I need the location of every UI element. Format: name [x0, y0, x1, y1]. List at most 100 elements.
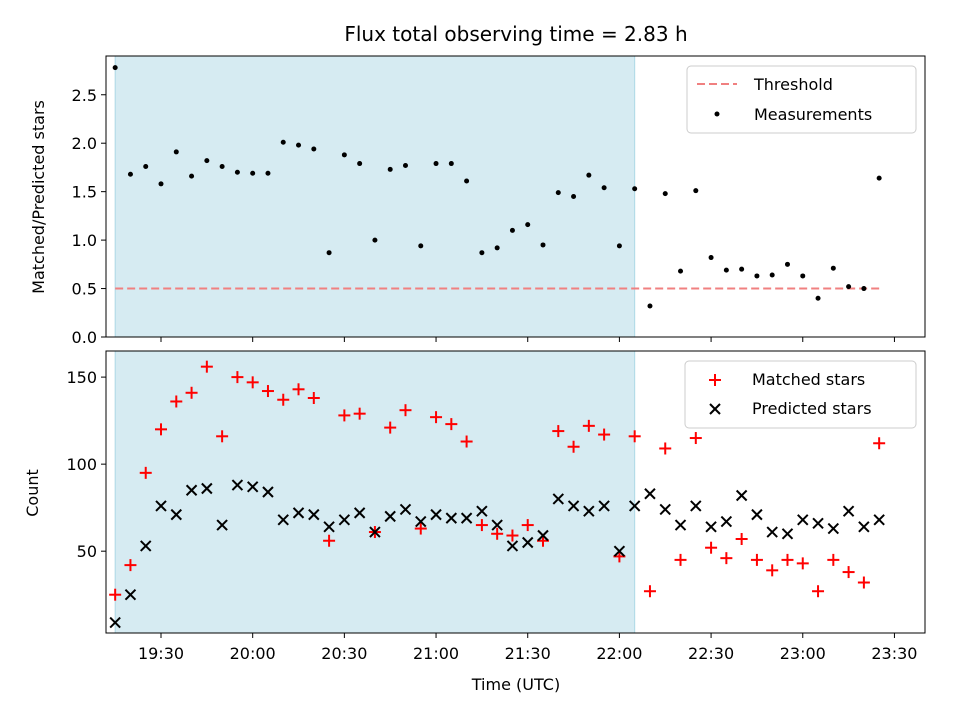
legend-threshold-label: Threshold: [753, 75, 833, 94]
predicted-star-point: [873, 514, 885, 526]
x-tick-label: 23:00: [780, 644, 826, 663]
measurement-points: [112, 65, 882, 309]
measurement-point: [387, 166, 393, 172]
measurement-point: [265, 170, 271, 176]
measurement-point: [143, 163, 149, 169]
predicted-star-point: [216, 519, 228, 531]
matched-star-point: [216, 430, 229, 443]
predicted-star-point: [522, 536, 534, 549]
matched-star-point: [307, 392, 320, 404]
predicted-star-point: [124, 588, 137, 601]
measurement-point: [479, 250, 485, 256]
matched-star-point: [200, 360, 213, 373]
measurement-point: [357, 161, 363, 167]
predicted-star-point: [751, 508, 763, 521]
measurement-point: [418, 243, 424, 249]
predicted-star-point: [720, 515, 733, 528]
predicted-star-point: [613, 545, 626, 557]
predicted-star-point: [109, 616, 121, 629]
matched-star-point: [827, 553, 840, 566]
bottom-panel-ticks: 50 100 150 19:30 20:00 20:30 21:00 21:30 22:00 22…: [66, 368, 917, 663]
measurement-point: [723, 267, 729, 273]
x-tick-label: 23:30: [871, 644, 917, 663]
measurement-point: [754, 273, 760, 279]
predicted-star-point: [690, 500, 702, 512]
x-tick-label: 21:00: [413, 644, 459, 663]
measurement-point: [402, 162, 408, 168]
matched-star-point: [124, 559, 137, 572]
matched-star-point: [628, 430, 641, 443]
measurement-point: [525, 222, 531, 228]
predicted-star-point: [644, 488, 656, 500]
predicted-star-point: [567, 500, 580, 512]
measurement-point: [662, 191, 668, 197]
predicted-star-point: [384, 510, 396, 523]
bottom-axes-frame: [105, 350, 926, 634]
predicted-star-point: [277, 514, 289, 526]
measurement-point: [494, 245, 500, 251]
matched-star-point: [643, 585, 656, 598]
measurement-point: [173, 149, 179, 155]
measurement-point: [189, 173, 195, 179]
matched-star-point: [475, 519, 488, 532]
predicted-star-point: [842, 505, 855, 517]
matched-star-point: [689, 432, 702, 445]
predicted-star-point: [552, 493, 564, 505]
measurement-point: [571, 194, 577, 199]
measurement-point: [234, 169, 240, 175]
matched-star-point: [170, 395, 183, 408]
predicted-star-point: [628, 500, 641, 512]
measurement-point: [341, 152, 347, 158]
matched-star-point: [323, 534, 336, 547]
bottom-legend-box: [684, 360, 917, 429]
measurement-point: [433, 161, 439, 167]
predicted-star-point: [262, 486, 274, 498]
measurement-point: [280, 139, 286, 145]
predicted-star-point: [491, 519, 503, 531]
matched-star-point: [292, 383, 305, 396]
matched-star-point: [353, 407, 366, 420]
matched-star-point: [857, 576, 870, 589]
measurement-point: [586, 172, 592, 178]
measurement-point: [708, 255, 714, 261]
top-legend-box: [686, 65, 917, 134]
predicted-star-point: [506, 540, 519, 552]
measurement-point: [830, 265, 836, 271]
matched-star-point: [812, 585, 825, 598]
predicted-star-point: [827, 522, 840, 535]
predicted-star-point: [705, 521, 717, 533]
matched-star-point: [521, 519, 534, 532]
predicted-star-point: [140, 540, 152, 552]
measurement-point: [112, 65, 118, 71]
matched-star-point: [567, 440, 580, 453]
measurement-point: [601, 185, 607, 191]
predicted-star-point: [308, 508, 320, 521]
chart-title: Flux total observing time = 2.83 h: [344, 22, 687, 46]
predicted-star-point: [338, 514, 351, 526]
matched-star-point: [720, 552, 733, 565]
predicted-star-point: [201, 482, 213, 495]
measurement-point: [632, 186, 638, 192]
measurement-point: [204, 158, 210, 164]
x-tick-label: 22:00: [596, 644, 642, 663]
bottom-legend: Matched stars Predicted stars: [684, 360, 917, 429]
top-y-tick-label: 0.0: [72, 328, 97, 347]
predicted-star-point: [674, 519, 687, 531]
bottom-y-tick-label: 150: [66, 368, 97, 387]
x-axis-label: Time (UTC): [471, 675, 560, 694]
measurement-point: [326, 250, 332, 256]
x-tick-label: 20:00: [230, 644, 276, 663]
measurement-point: [616, 243, 622, 249]
predicted-star-point: [185, 484, 198, 496]
observing-window-shade-top: [114, 55, 636, 338]
bottom-y-tick-label: 100: [66, 455, 97, 474]
bottom-y-axis-label: Count: [23, 469, 42, 517]
matched-star-point: [582, 419, 595, 432]
measurement-point: [540, 242, 546, 248]
matched-star-point: [506, 529, 519, 542]
predicted-star-point: [781, 528, 794, 540]
measurement-point: [693, 188, 699, 194]
measurement-point: [250, 170, 256, 176]
legend-predicted-label: Predicted stars: [752, 399, 872, 418]
